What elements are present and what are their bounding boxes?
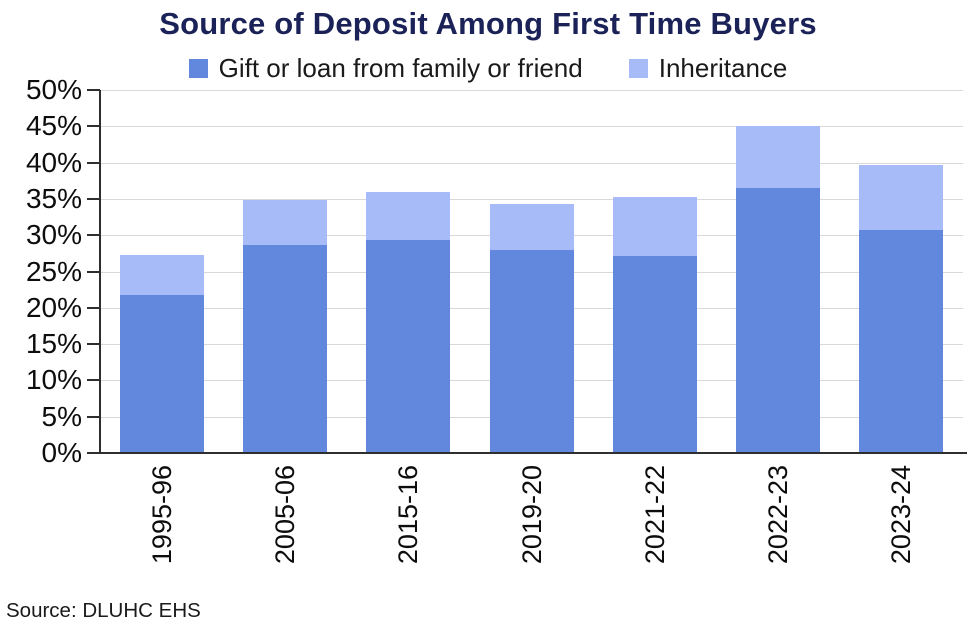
y-axis-line xyxy=(99,90,101,453)
bar-segment-2021-22 xyxy=(612,196,697,257)
y-tick-label-35%: 35% xyxy=(25,182,82,214)
x-tick-label-2005-06: 2005-06 xyxy=(269,465,300,565)
plot-area: 0% 5% 10% 15% 20% 25% 30% 35% 40% 45% 50% 1995-96 20… xyxy=(26,76,967,564)
bar-segment-2021-22 xyxy=(612,256,697,453)
legend-label-gift: Gift or loan from family or friend xyxy=(218,52,583,83)
legend-item-inheritance: Inheritance xyxy=(628,52,788,84)
y-tick-label-50%: 50% xyxy=(25,74,82,105)
legend-item-gift: Gift or loan from family or friend xyxy=(188,52,583,84)
bar-segment-2015-16 xyxy=(366,240,451,453)
bar-segment-2022-23 xyxy=(736,126,821,189)
x-tick-label-2023-24: 2023-24 xyxy=(886,465,917,565)
x-axis-line xyxy=(98,451,967,454)
y-tick-label-15%: 15% xyxy=(25,328,82,360)
y-tick-label-30%: 30% xyxy=(25,219,82,251)
y-tick-40% xyxy=(87,161,100,164)
y-tick-50% xyxy=(87,89,100,91)
bar-segment-2005-06 xyxy=(242,200,327,245)
bar-segment-2023-24 xyxy=(859,230,944,453)
bar-segment-1995-96 xyxy=(119,254,204,295)
gridline-50% xyxy=(100,90,963,91)
x-tick-label-2015-16: 2015-16 xyxy=(393,465,424,565)
y-tick-5% xyxy=(87,415,100,418)
y-tick-35% xyxy=(87,197,100,200)
x-tick-label-2019-20: 2019-20 xyxy=(516,465,547,565)
y-tick-label-10%: 10% xyxy=(25,364,82,396)
y-tick-label-20%: 20% xyxy=(25,291,82,323)
y-tick-15% xyxy=(87,343,100,346)
y-tick-45% xyxy=(87,125,100,128)
bar-segment-1995-96 xyxy=(119,294,204,453)
y-tick-25% xyxy=(87,270,100,273)
legend-label-inheritance: Inheritance xyxy=(658,52,788,83)
legend-swatch-gift xyxy=(188,58,208,78)
source-note: Source: DLUHC EHS xyxy=(6,599,201,622)
bar-segment-2019-20 xyxy=(489,204,574,250)
gridline-45% xyxy=(100,126,963,128)
y-tick-label-45%: 45% xyxy=(25,110,82,142)
bar-segment-2022-23 xyxy=(736,188,821,453)
x-tick-label-2022-23: 2022-23 xyxy=(763,465,794,565)
y-tick-label-5%: 5% xyxy=(41,400,82,432)
bar-segment-2015-16 xyxy=(366,191,451,241)
y-tick-30% xyxy=(87,234,100,237)
bar-segment-2005-06 xyxy=(242,244,327,453)
x-tick-label-2021-22: 2021-22 xyxy=(639,465,670,565)
y-tick-label-25%: 25% xyxy=(25,255,82,287)
bar-segment-2019-20 xyxy=(489,249,574,453)
y-tick-label-40%: 40% xyxy=(25,146,82,178)
y-tick-label-0%: 0% xyxy=(41,437,82,468)
y-tick-20% xyxy=(87,306,100,309)
chart-title: Source of Deposit Among First Time Buyer… xyxy=(159,6,817,41)
chart-legend: Gift or loan from family or friend Inher… xyxy=(40,52,936,84)
legend-swatch-inheritance xyxy=(628,58,648,78)
gridline-40% xyxy=(100,162,963,164)
y-tick-10% xyxy=(87,379,100,382)
x-tick-label-1995-96: 1995-96 xyxy=(146,465,177,565)
y-tick-0% xyxy=(87,452,100,454)
gridline-35% xyxy=(100,198,963,200)
bar-segment-2023-24 xyxy=(859,164,944,231)
